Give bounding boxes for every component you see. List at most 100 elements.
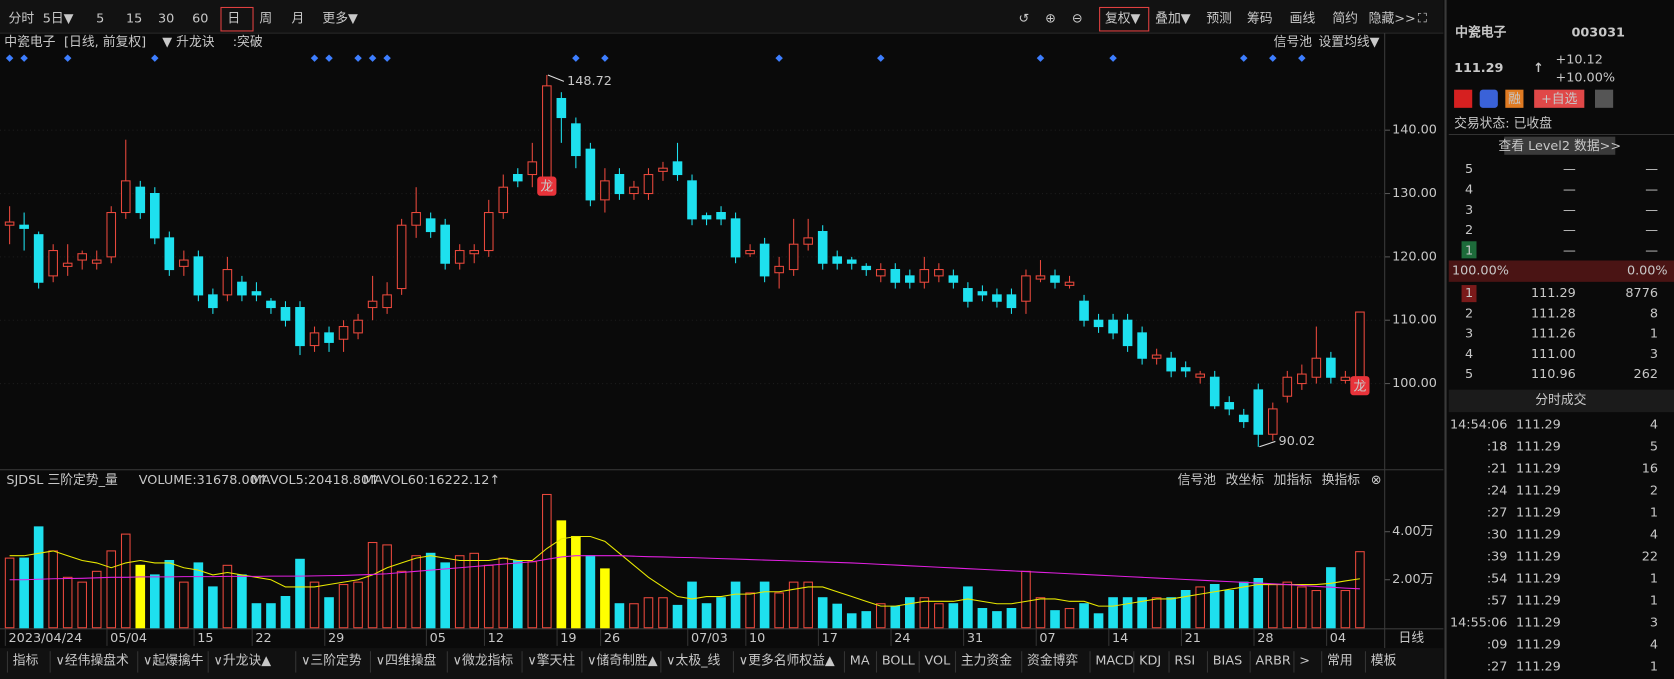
toolbar-button[interactable]: 60 <box>192 12 208 27</box>
indicator-name[interactable]: ▼ 升龙诀 <box>162 35 215 50</box>
y-tick-label: 110.00 <box>1392 313 1437 328</box>
volume-bar <box>1122 597 1133 629</box>
bid-level: 3 <box>1465 327 1473 342</box>
bottom-tab[interactable]: ∨擎天柱 <box>527 653 575 668</box>
trade-price: 111.29 <box>1516 439 1561 454</box>
x-tick-label: 21 <box>1185 631 1201 646</box>
badge[interactable]: +自选 <box>1541 92 1578 107</box>
toolbar-button[interactable]: 复权▼ <box>1105 11 1141 27</box>
toolbar-button[interactable]: 预测 <box>1206 12 1232 27</box>
y-tick-label: 4.00万 <box>1392 524 1433 539</box>
volume-bar <box>1021 570 1031 629</box>
chart-tool[interactable]: 设置均线▼ <box>1318 35 1379 50</box>
bottom-tab[interactable]: 模板 <box>1371 653 1397 668</box>
bid-price: 111.29 <box>1531 286 1576 301</box>
bottom-tab[interactable]: ∨起爆擒牛 <box>143 652 204 668</box>
alarm-icon[interactable] <box>1594 89 1614 108</box>
toolbar-button[interactable]: 30 <box>158 12 174 27</box>
bottom-tab[interactable]: ∨微龙指标 <box>453 653 514 668</box>
candle-body <box>658 167 668 172</box>
bottom-tab[interactable]: BIAS <box>1213 653 1242 668</box>
bottom-tab[interactable]: ∨经伟操盘术 <box>56 652 130 668</box>
toolbar-button[interactable]: 5日▼ <box>43 12 74 27</box>
bottom-tab[interactable]: RSI <box>1174 653 1195 668</box>
indicator-tool[interactable]: 信号池 <box>1178 473 1217 488</box>
volume-bar <box>295 558 305 629</box>
toolbar-button[interactable]: 15 <box>126 12 142 27</box>
bottom-tab[interactable]: > <box>1299 653 1310 668</box>
toolbar-button[interactable]: 隐藏>> <box>1369 12 1416 27</box>
bid-volume: 1 <box>1650 327 1658 342</box>
bottom-tab[interactable]: 指标 <box>13 653 39 668</box>
candle-body <box>208 294 218 309</box>
toolbar-button[interactable]: 分时 <box>9 12 35 27</box>
indicator-tool[interactable]: ⊗ <box>1371 473 1382 488</box>
candle-body <box>382 294 392 309</box>
volume-bar <box>1166 597 1176 629</box>
candle-body <box>237 281 247 296</box>
bottom-tab[interactable]: 资金博弈 <box>1027 652 1078 668</box>
bottom-tab[interactable]: BOLL <box>882 653 916 668</box>
volume-bar <box>817 597 828 629</box>
bottom-tab[interactable]: 主力资金 <box>961 652 1012 668</box>
bottom-tab[interactable]: VOL <box>925 653 952 668</box>
toolbar-button[interactable]: 周 <box>259 12 272 27</box>
chart-tool[interactable]: 信号池 <box>1274 35 1313 50</box>
volume-bar <box>396 570 407 629</box>
bottom-tab[interactable]: ARBR <box>1256 653 1291 668</box>
volume-bar <box>701 603 712 629</box>
bottom-tab[interactable]: MA <box>850 653 870 668</box>
toolbar-button[interactable]: 简约 <box>1332 12 1358 27</box>
bid-volume: 3 <box>1650 347 1658 362</box>
x-tick-label: 15 <box>197 631 213 646</box>
toolbar-button[interactable]: 5 <box>96 12 104 27</box>
indicator-tool[interactable]: 换指标 <box>1322 473 1361 488</box>
x-tick-label: 26 <box>604 631 620 646</box>
volume-bar <box>905 597 915 629</box>
candle-body <box>1021 275 1031 302</box>
bottom-tab[interactable]: ∨太极_线 <box>666 653 720 668</box>
candle-body <box>266 300 276 309</box>
candle-body <box>672 161 683 176</box>
indicator-tool[interactable]: 改坐标 <box>1226 473 1265 488</box>
watchlist-button[interactable] <box>1534 89 1585 108</box>
x-tick-label: 07 <box>1039 631 1055 646</box>
volume-bar <box>309 581 320 629</box>
bottom-tab[interactable]: ∨三阶定势 <box>301 652 362 668</box>
volume-bar <box>1253 577 1264 629</box>
toolbar-button[interactable]: 筹码 <box>1247 11 1273 27</box>
toolbar-button[interactable]: ⊕ <box>1045 12 1056 27</box>
dragon-label: 龙 <box>1354 379 1367 394</box>
toolbar-button[interactable]: 更多▼ <box>322 12 358 27</box>
bottom-tab[interactable]: MACD <box>1095 653 1134 668</box>
volume-bar <box>600 568 610 629</box>
toolbar-bg <box>0 0 1444 34</box>
candle-body <box>585 148 596 201</box>
bottom-tab[interactable]: ∨升龙诀▲ <box>214 653 272 668</box>
toolbar-button[interactable]: 月 <box>291 12 304 27</box>
trade-time: :30 <box>1487 527 1508 542</box>
toolbar-button[interactable]: 叠加▼ <box>1155 12 1191 27</box>
candle-body <box>120 180 131 214</box>
volume-bar <box>338 583 349 629</box>
bottom-tab[interactable]: ∨四维操盘 <box>376 652 437 668</box>
volume-bar <box>774 592 784 629</box>
toolbar-button[interactable]: ↺ <box>1018 12 1029 27</box>
trade-time: :09 <box>1487 637 1508 652</box>
toolbar-button[interactable]: ⊖ <box>1072 12 1083 27</box>
indicator-tool[interactable]: 加指标 <box>1274 473 1313 488</box>
bid-volume: 8 <box>1650 306 1658 321</box>
toolbar-button[interactable]: 画线 <box>1290 12 1316 27</box>
bottom-tab[interactable]: 常用 <box>1327 653 1353 668</box>
stock-name: 中瓷电子 <box>1455 25 1506 41</box>
bottom-tab[interactable]: ∨储奇制胜▲ <box>587 652 658 668</box>
level2-button[interactable] <box>1504 136 1616 155</box>
toolbar-button[interactable]: ⛶ <box>1417 12 1428 27</box>
volume-bar <box>498 557 509 629</box>
bottom-tab[interactable]: ∨更多名师权益▲ <box>739 652 835 668</box>
toolbar-button[interactable]: 日 <box>227 12 240 27</box>
bottom-tab[interactable]: KDJ <box>1139 653 1161 668</box>
x-tick-label: 17 <box>822 631 838 646</box>
level2-link[interactable]: 查看 Level2 数据>> <box>1498 138 1621 154</box>
